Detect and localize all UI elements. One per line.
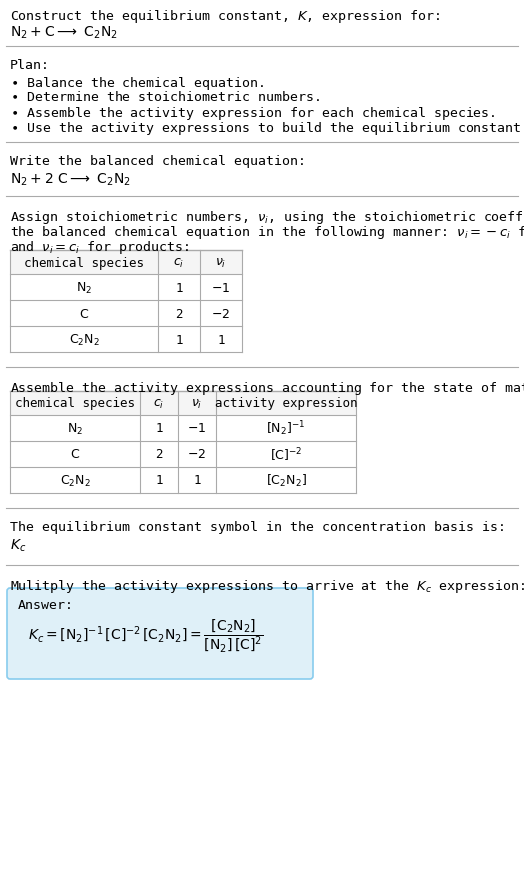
Text: $K_c = [\mathrm{N_2}]^{-1}\,[\mathrm{C}]^{-2}\,[\mathrm{C_2N_2}] = \dfrac{[\math: $K_c = [\mathrm{N_2}]^{-1}\,[\mathrm{C}]… <box>28 616 263 653</box>
Text: 2: 2 <box>155 448 163 461</box>
Bar <box>10 250 242 274</box>
Text: $[\mathrm{N_2}]^{-1}$: $[\mathrm{N_2}]^{-1}$ <box>266 419 305 438</box>
Text: $\bullet$ Balance the chemical equation.: $\bullet$ Balance the chemical equation. <box>10 75 265 92</box>
Text: $\mathrm{C_2N_2}$: $\mathrm{C_2N_2}$ <box>69 332 100 347</box>
Text: chemical species: chemical species <box>24 257 144 269</box>
Text: $-2$: $-2$ <box>212 308 231 320</box>
Text: the balanced chemical equation in the following manner: $\nu_i = -c_i$ for react: the balanced chemical equation in the fo… <box>10 224 524 240</box>
Text: $\nu_i$: $\nu_i$ <box>191 397 203 410</box>
Text: $c_i$: $c_i$ <box>173 257 184 269</box>
Text: Mulitply the activity expressions to arrive at the $K_c$ expression:: Mulitply the activity expressions to arr… <box>10 578 524 595</box>
Text: 1: 1 <box>155 474 163 487</box>
Text: $\bullet$ Determine the stoichiometric numbers.: $\bullet$ Determine the stoichiometric n… <box>10 90 320 104</box>
Text: Construct the equilibrium constant, $K$, expression for:: Construct the equilibrium constant, $K$,… <box>10 8 440 25</box>
Text: $\mathrm{N_2 + C \longrightarrow \ C_2N_2}$: $\mathrm{N_2 + C \longrightarrow \ C_2N_… <box>10 25 118 41</box>
Text: $K_c$: $K_c$ <box>10 537 26 553</box>
Text: Plan:: Plan: <box>10 59 50 72</box>
Text: Assemble the activity expressions accounting for the state of matter and $\nu_i$: Assemble the activity expressions accoun… <box>10 380 524 397</box>
Text: $-2$: $-2$ <box>188 448 206 461</box>
Text: Answer:: Answer: <box>18 598 74 611</box>
Text: $\bullet$ Assemble the activity expression for each chemical species.: $\bullet$ Assemble the activity expressi… <box>10 105 496 122</box>
Text: $[\mathrm{C}]^{-2}$: $[\mathrm{C}]^{-2}$ <box>270 446 302 463</box>
Text: $c_i$: $c_i$ <box>154 397 165 410</box>
FancyBboxPatch shape <box>7 588 313 679</box>
Text: $\mathrm{N_2}$: $\mathrm{N_2}$ <box>67 421 83 436</box>
Text: $\nu_i$: $\nu_i$ <box>215 257 227 269</box>
Text: 1: 1 <box>175 282 183 294</box>
Text: $[\mathrm{C_2N_2}]$: $[\mathrm{C_2N_2}]$ <box>266 472 307 488</box>
Text: 1: 1 <box>155 422 163 435</box>
Text: 1: 1 <box>175 333 183 346</box>
Text: $-1$: $-1$ <box>188 422 206 435</box>
Text: and $\nu_i = c_i$ for products:: and $\nu_i = c_i$ for products: <box>10 239 189 256</box>
Text: $\mathrm{N_2}$: $\mathrm{N_2}$ <box>76 280 92 295</box>
Text: The equilibrium constant symbol in the concentration basis is:: The equilibrium constant symbol in the c… <box>10 520 506 534</box>
Text: chemical species: chemical species <box>15 397 135 410</box>
Text: $\mathrm{N_2 + 2\ C \longrightarrow \ C_2N_2}$: $\mathrm{N_2 + 2\ C \longrightarrow \ C_… <box>10 172 131 189</box>
Text: $\mathrm{C_2N_2}$: $\mathrm{C_2N_2}$ <box>60 473 91 488</box>
Bar <box>10 392 356 416</box>
Text: Write the balanced chemical equation:: Write the balanced chemical equation: <box>10 155 306 168</box>
Text: $\mathrm{C}$: $\mathrm{C}$ <box>79 308 89 320</box>
Text: $-1$: $-1$ <box>211 282 231 294</box>
Text: $\mathrm{C}$: $\mathrm{C}$ <box>70 448 80 461</box>
Text: 1: 1 <box>217 333 225 346</box>
Text: 2: 2 <box>175 308 183 320</box>
Text: $\bullet$ Use the activity expressions to build the equilibrium constant express: $\bullet$ Use the activity expressions t… <box>10 120 524 137</box>
Text: activity expression: activity expression <box>215 397 357 410</box>
Text: Assign stoichiometric numbers, $\nu_i$, using the stoichiometric coefficients, $: Assign stoichiometric numbers, $\nu_i$, … <box>10 209 524 226</box>
Text: 1: 1 <box>193 474 201 487</box>
